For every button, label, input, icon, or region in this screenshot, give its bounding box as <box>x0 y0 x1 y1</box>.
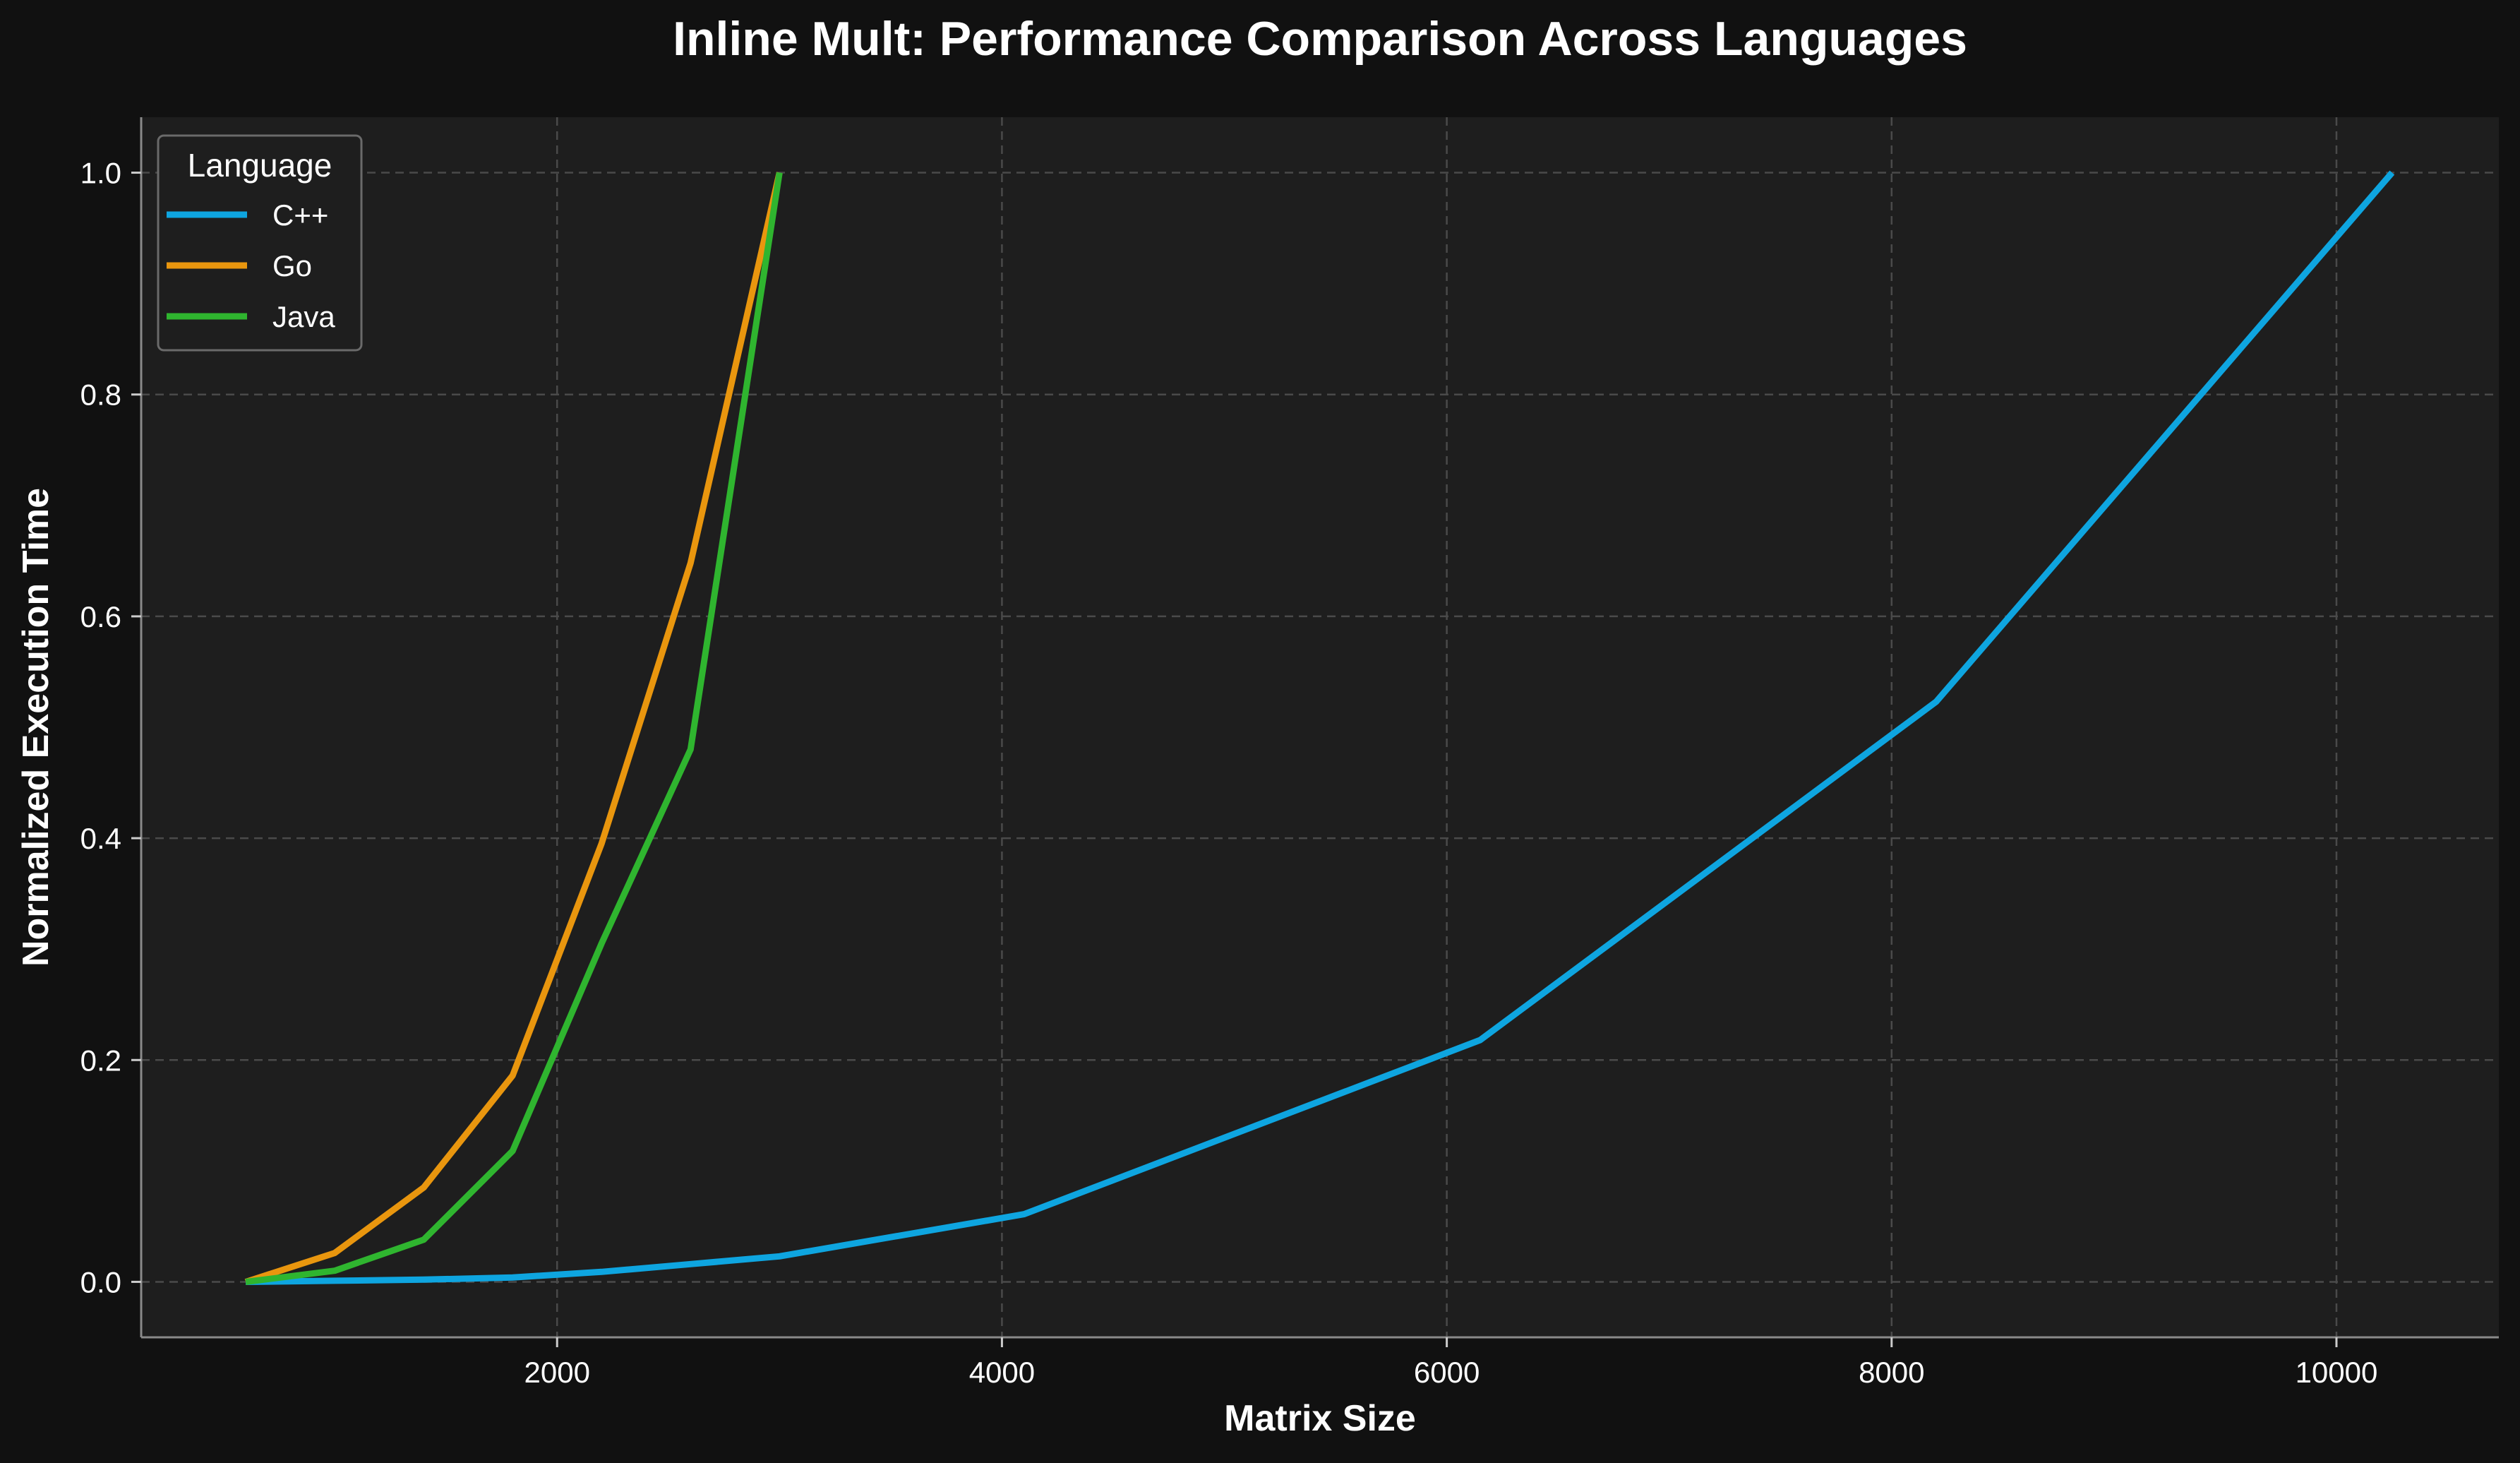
legend: Language C++ Go Java <box>157 134 363 352</box>
legend-label: C++ <box>272 198 328 232</box>
y-tick-label: 0.4 <box>80 822 121 855</box>
legend-items: C++ Go Java <box>167 198 335 333</box>
series-line-c <box>246 170 2395 1285</box>
y-tick-label: 0.0 <box>80 1265 121 1298</box>
grid-lines <box>141 117 2499 1337</box>
legend-box <box>157 134 363 352</box>
y-axis-ticks: 0.0 0.2 0.4 0.6 0.8 1.0 <box>80 157 141 1298</box>
x-tick-label: 10000 <box>2296 1356 2378 1389</box>
series-lines <box>244 170 2395 1285</box>
plot-area <box>141 117 2499 1337</box>
y-tick-label: 0.2 <box>80 1044 121 1077</box>
chart-title: Inline Mult: Performance Comparison Acro… <box>673 12 1967 66</box>
x-tick-label: 8000 <box>1859 1356 1924 1389</box>
x-axis-label: Matrix Size <box>1224 1398 1416 1439</box>
axes <box>140 117 2499 1339</box>
y-tick-label: 1.0 <box>80 157 121 190</box>
legend-label: Go <box>272 249 312 282</box>
x-tick-label: 6000 <box>1414 1356 1480 1389</box>
x-axis-ticks: 2000 4000 6000 8000 10000 <box>524 1337 2378 1389</box>
legend-title: Language <box>188 147 332 184</box>
series-line-java <box>245 172 783 1285</box>
x-tick-label: 2000 <box>524 1356 590 1389</box>
y-axis-label: Normalized Execution Time <box>16 488 56 967</box>
legend-label: Java <box>272 300 335 333</box>
series-line-go <box>244 172 783 1285</box>
x-tick-label: 4000 <box>969 1356 1035 1389</box>
y-tick-label: 0.8 <box>80 378 121 412</box>
y-tick-label: 0.6 <box>80 600 121 633</box>
